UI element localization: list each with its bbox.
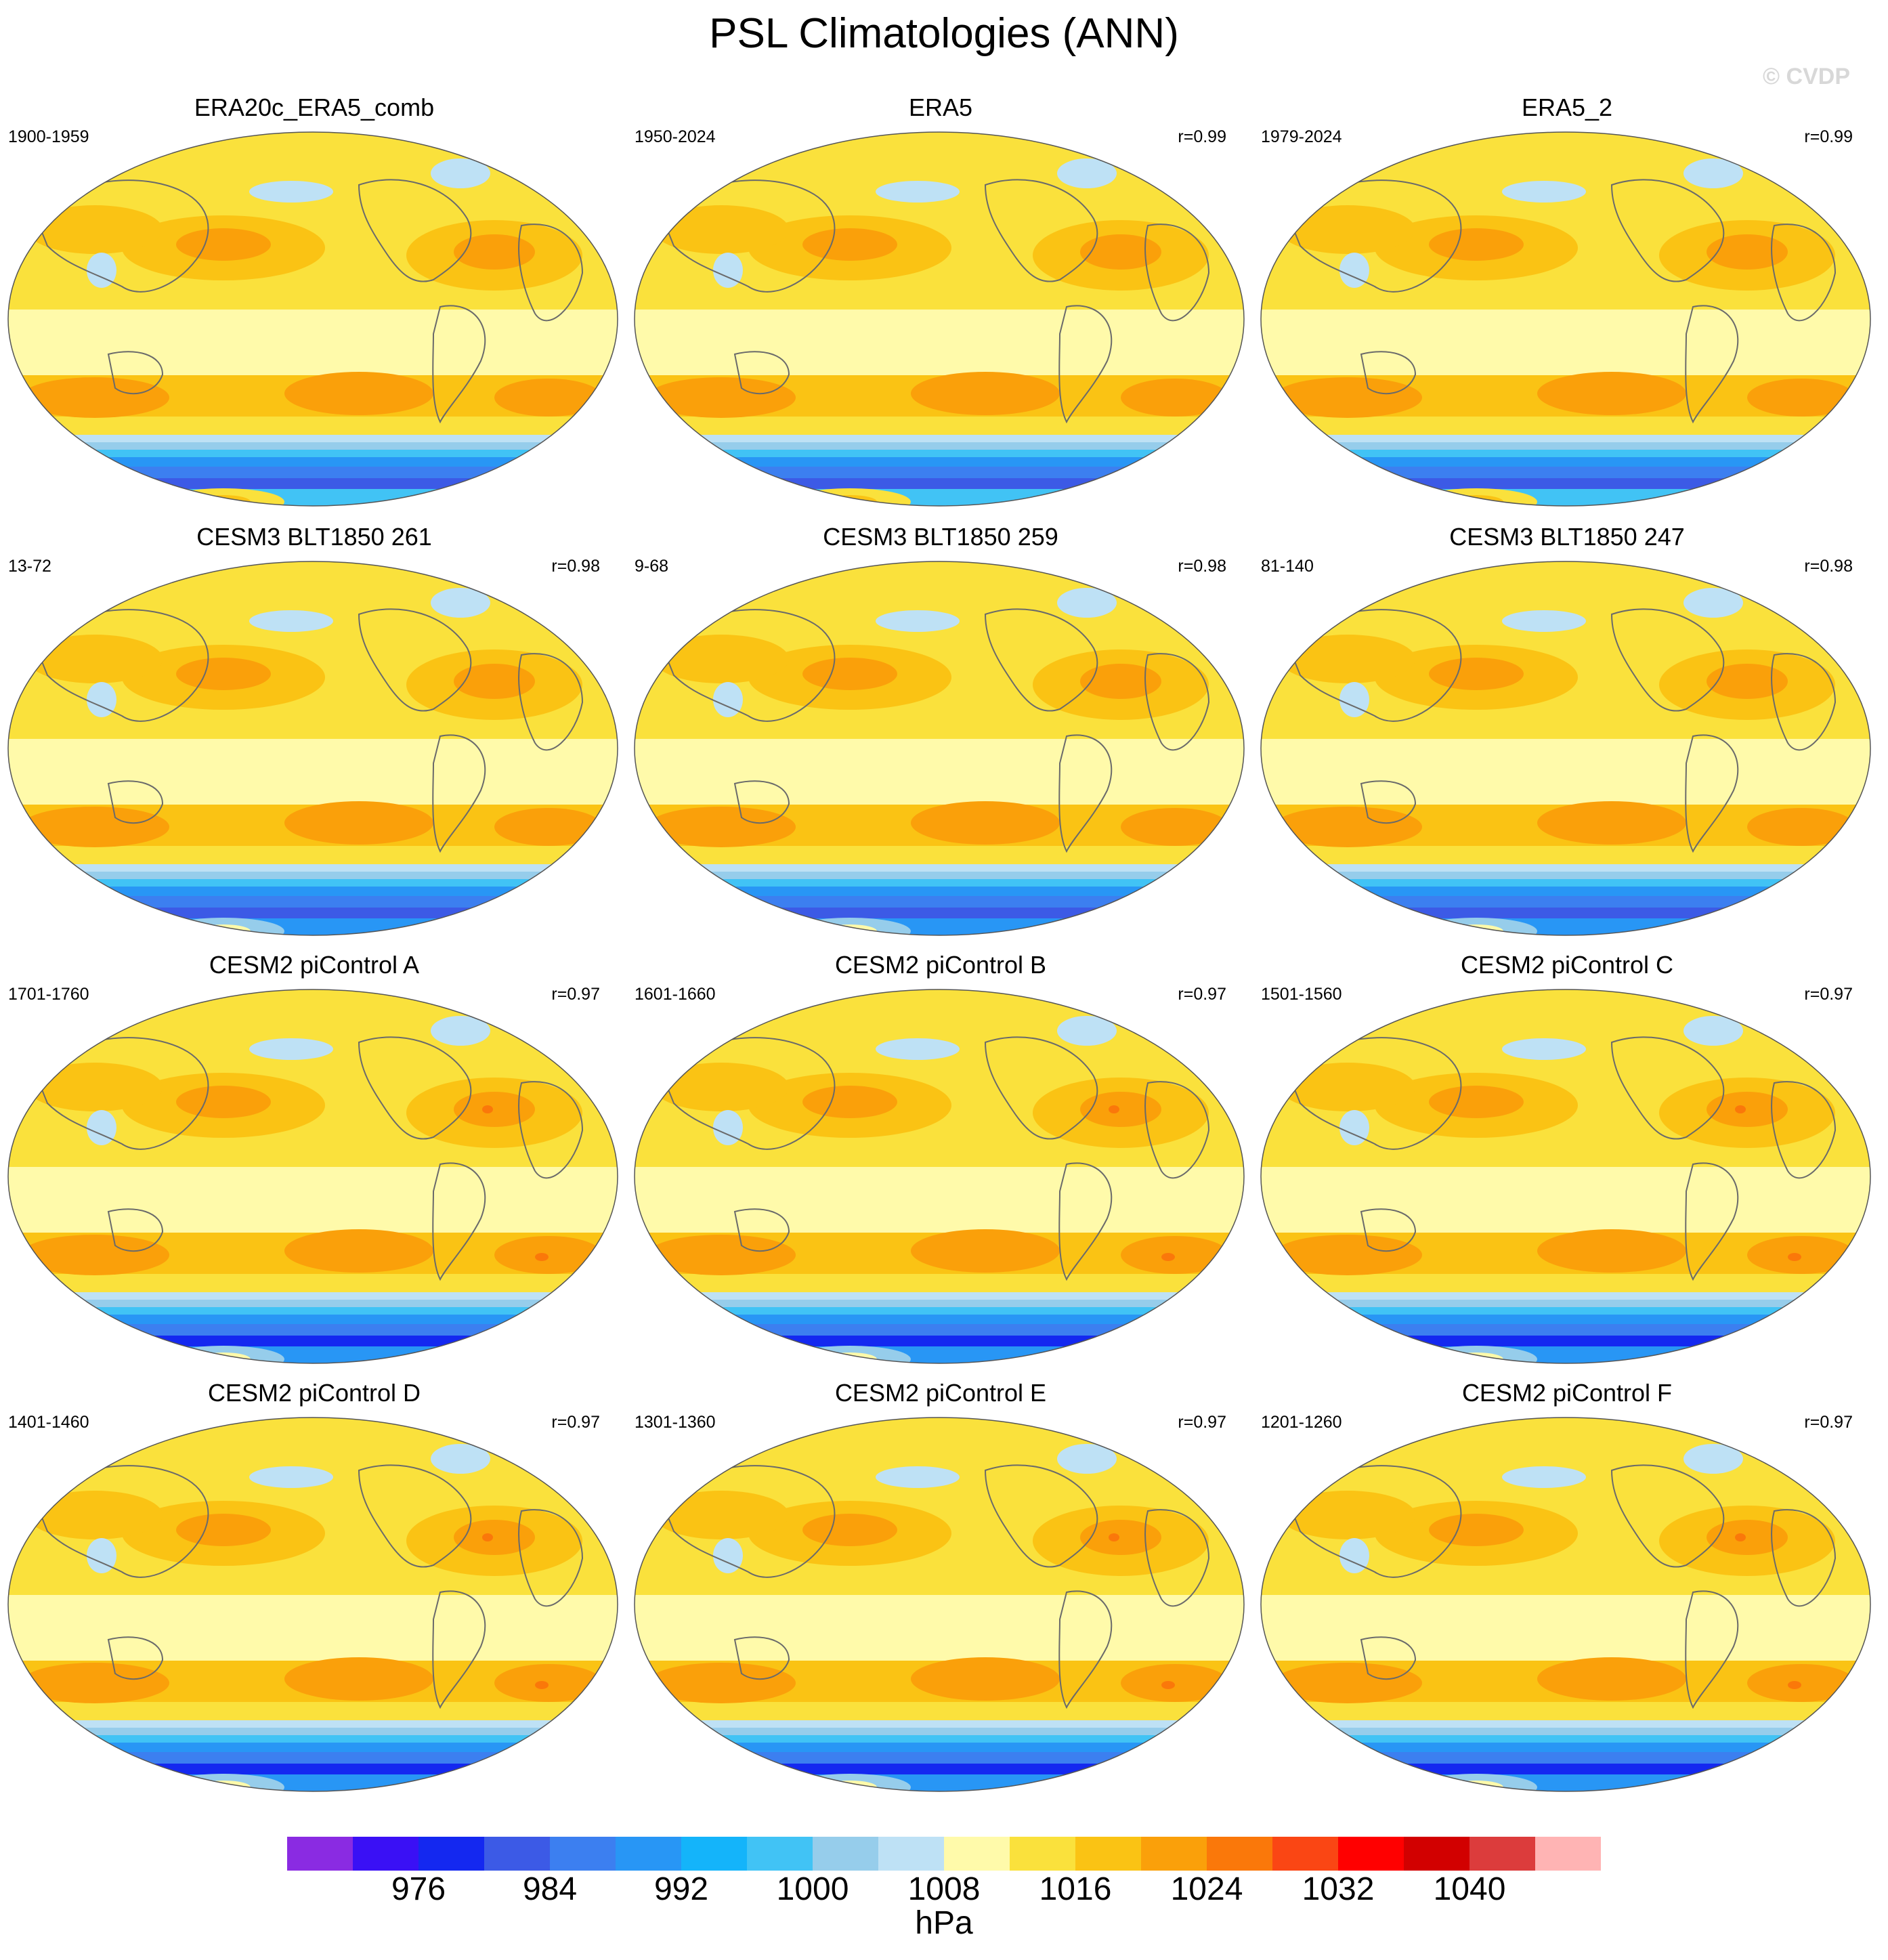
figure-title: PSL Climatologies (ANN) [709, 10, 1179, 57]
panel-years: 1601-1660 [635, 985, 716, 1004]
panel-title: CESM2 piControl D [207, 1379, 421, 1407]
panel-years: 1701-1760 [8, 985, 89, 1004]
panel-correlation: r=0.99 [1178, 127, 1226, 146]
panel-years: 81-140 [1261, 557, 1314, 576]
psl-map [7, 1417, 618, 1792]
map-panel: CESM2 piControl B 1601-1660 r=0.97 [632, 951, 1249, 1378]
panel-title: CESM2 piControl B [834, 951, 1047, 979]
panel-correlation: r=0.98 [1804, 557, 1853, 576]
map-panel: ERA5 1950-2024 r=0.99 [632, 93, 1249, 520]
colorbar-swatch [419, 1837, 485, 1871]
panel-correlation: r=0.97 [1804, 985, 1853, 1004]
panel-correlation: r=0.97 [1178, 985, 1226, 1004]
colorbar-tick-label: 1000 [776, 1871, 849, 1907]
psl-map [7, 561, 618, 936]
colorbar-swatch [1207, 1837, 1273, 1871]
panel-years: 1900-1959 [8, 127, 89, 146]
cvdp-watermark: © CVDP [1763, 64, 1850, 89]
panel-years: 1979-2024 [1261, 127, 1342, 146]
colorbar-swatch [944, 1837, 1010, 1871]
panel-title: CESM3 BLT1850 261 [196, 523, 432, 551]
panel-title: CESM2 piControl E [834, 1379, 1047, 1407]
panel-title: CESM3 BLT1850 259 [823, 523, 1058, 551]
panel-years: 9-68 [635, 557, 669, 576]
psl-map [634, 131, 1245, 507]
panel-correlation: r=0.97 [1804, 1413, 1853, 1432]
colorbar [287, 1837, 1601, 1871]
colorbar-units: hPa [915, 1905, 973, 1941]
colorbar-tick-label: 984 [522, 1871, 578, 1907]
panel-years: 1401-1460 [8, 1413, 89, 1432]
panel-title: CESM2 piControl C [1460, 951, 1674, 979]
colorbar-swatch [1469, 1837, 1536, 1871]
colorbar-swatch [1010, 1837, 1076, 1871]
psl-map [634, 561, 1245, 936]
colorbar-tick-label: 1040 [1433, 1871, 1506, 1907]
colorbar-swatch [681, 1837, 748, 1871]
map-panel: CESM2 piControl F 1201-1260 r=0.97 [1258, 1379, 1876, 1806]
psl-map [634, 1417, 1245, 1792]
psl-map [7, 131, 618, 507]
panel-years: 1501-1560 [1261, 985, 1342, 1004]
colorbar-tick-label: 992 [653, 1871, 709, 1907]
colorbar-swatch [813, 1837, 879, 1871]
map-panel: ERA5_2 1979-2024 r=0.99 [1258, 93, 1876, 520]
map-panel: CESM3 BLT1850 261 13-72 r=0.98 [5, 523, 623, 950]
panel-correlation: r=0.98 [1178, 557, 1226, 576]
panel-title: CESM2 piControl A [209, 951, 420, 979]
colorbar-tick-label: 1008 [907, 1871, 981, 1907]
map-panel: CESM3 BLT1850 247 81-140 r=0.98 [1258, 523, 1876, 950]
colorbar-tick-label: 1016 [1039, 1871, 1112, 1907]
map-panel: ERA20c_ERA5_comb 1900-1959 [5, 93, 623, 520]
psl-map [1260, 561, 1871, 936]
panel-correlation: r=0.98 [551, 557, 600, 576]
colorbar-swatch [1338, 1837, 1404, 1871]
panel-years: 1950-2024 [635, 127, 716, 146]
panel-correlation: r=0.97 [1178, 1413, 1226, 1432]
map-panel: CESM2 piControl D 1401-1460 r=0.97 [5, 1379, 623, 1806]
colorbar-swatch [878, 1837, 945, 1871]
panel-years: 1301-1360 [635, 1413, 716, 1432]
psl-map [1260, 131, 1871, 507]
colorbar-tick-label: 976 [391, 1871, 446, 1907]
colorbar-swatch [1075, 1837, 1142, 1871]
colorbar-swatch [1141, 1837, 1207, 1871]
colorbar-swatch [287, 1837, 353, 1871]
map-panel: CESM2 piControl E 1301-1360 r=0.97 [632, 1379, 1249, 1806]
panel-title: CESM2 piControl F [1461, 1379, 1673, 1407]
panel-title: ERA20c_ERA5_comb [194, 93, 435, 121]
panel-title: ERA5 [908, 93, 973, 121]
psl-map [1260, 989, 1871, 1364]
map-panel: CESM2 piControl C 1501-1560 r=0.97 [1258, 951, 1876, 1378]
panel-years: 1201-1260 [1261, 1413, 1342, 1432]
psl-map [634, 989, 1245, 1364]
colorbar-swatch [550, 1837, 616, 1871]
psl-map [1260, 1417, 1871, 1792]
panel-title: CESM3 BLT1850 247 [1449, 523, 1685, 551]
panel-title: ERA5_2 [1521, 93, 1613, 121]
panel-years: 13-72 [8, 557, 51, 576]
map-panel: CESM2 piControl A 1701-1760 r=0.97 [5, 951, 623, 1378]
panel-correlation: r=0.99 [1804, 127, 1853, 146]
colorbar-tick-label: 1024 [1170, 1871, 1243, 1907]
colorbar-swatch [1272, 1837, 1339, 1871]
map-panel: CESM3 BLT1850 259 9-68 r=0.98 [632, 523, 1249, 950]
colorbar-swatch [484, 1837, 551, 1871]
colorbar-tick-label: 1032 [1302, 1871, 1375, 1907]
colorbar-swatch [616, 1837, 682, 1871]
colorbar-swatch [747, 1837, 813, 1871]
colorbar-swatch [353, 1837, 419, 1871]
panel-correlation: r=0.97 [551, 985, 600, 1004]
panel-correlation: r=0.97 [551, 1413, 600, 1432]
psl-map [7, 989, 618, 1364]
colorbar-swatch [1535, 1837, 1601, 1871]
colorbar-swatch [1404, 1837, 1470, 1871]
